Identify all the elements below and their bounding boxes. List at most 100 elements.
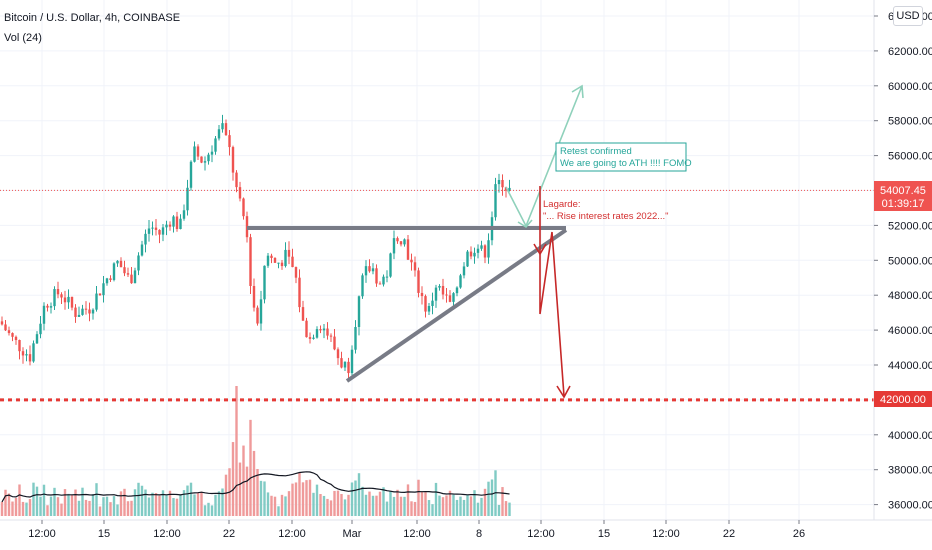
volume-bar	[119, 491, 123, 516]
chart-legend: Bitcoin / U.S. Dollar, 4h, COINBASE Vol …	[4, 8, 180, 48]
volume-bar	[49, 496, 53, 516]
candle	[368, 259, 371, 273]
candle	[434, 284, 438, 308]
candle	[56, 281, 60, 299]
volume-bar	[427, 500, 431, 516]
volume-bar	[340, 494, 343, 516]
volume-bar	[35, 486, 39, 516]
volume-bar	[70, 494, 74, 516]
candle	[392, 230, 396, 260]
volume-bar	[259, 480, 263, 516]
volume-bar	[476, 502, 480, 516]
volume-bar	[214, 494, 217, 516]
bullish-callout[interactable]: Retest confirmed We are going to ATH !!!…	[555, 142, 692, 172]
candle	[354, 320, 357, 354]
volume-ma-line	[1, 471, 510, 503]
candle	[396, 236, 399, 244]
volume-bar	[301, 482, 305, 516]
ascending-trendline[interactable]	[345, 228, 568, 383]
candle	[406, 235, 410, 260]
bearish-arrow[interactable]	[533, 186, 571, 399]
volume-bar	[305, 480, 308, 516]
price-tick-label: 50000.00	[888, 255, 932, 267]
candle	[340, 351, 343, 369]
volume-bar	[280, 494, 284, 516]
volume-bar	[165, 494, 168, 516]
price-tick-label: 60000.00	[888, 81, 932, 93]
candle	[371, 263, 375, 275]
volume-bar	[186, 485, 189, 516]
volume-bar	[168, 490, 172, 516]
volume-bar	[333, 490, 336, 516]
price-scale[interactable]: 64000.0062000.0060000.0058000.0056000.00…	[874, 11, 932, 512]
volume-bar	[431, 504, 434, 516]
volume-bar	[343, 499, 347, 516]
volume-bar	[74, 489, 77, 516]
volume-bar	[140, 485, 144, 516]
bearish-callout[interactable]: Lagarde: "... Rise interest rates 2022..…	[543, 199, 669, 222]
candle	[25, 349, 28, 362]
time-tick-label: 12:00	[527, 528, 555, 540]
volume-bar	[224, 474, 228, 516]
volume-bar	[133, 489, 137, 516]
candle	[315, 326, 319, 339]
candle	[193, 141, 196, 163]
candle	[336, 347, 340, 365]
volume-bar	[11, 501, 14, 516]
volume-bar	[245, 466, 249, 516]
candle	[70, 296, 74, 311]
volume-bar	[389, 491, 392, 516]
candle	[84, 301, 88, 315]
volume-bar	[298, 472, 301, 516]
volume-bar	[7, 493, 11, 516]
candle	[494, 177, 497, 221]
candle	[448, 290, 452, 303]
time-scale[interactable]: 12:00 15 12:00 22 12:00 Mar 12:00 8 12:00 15 12:00…	[28, 520, 805, 540]
candle	[322, 324, 326, 339]
candle	[424, 294, 427, 318]
candle	[259, 290, 263, 331]
volume-bar	[182, 490, 186, 516]
candle	[410, 253, 413, 271]
volume-bar	[319, 494, 322, 516]
currency-button[interactable]: USD	[893, 6, 923, 26]
candle	[329, 333, 333, 342]
volume-bar	[487, 481, 490, 516]
volume-bar	[60, 503, 63, 516]
volume-bar	[357, 473, 361, 516]
candle	[399, 241, 403, 247]
volume-bar	[364, 494, 368, 516]
time-tick-label: 12:00	[403, 528, 431, 540]
volume-bar	[39, 496, 42, 516]
volume-bar	[0, 501, 4, 516]
volume-bar	[392, 496, 396, 516]
candle	[266, 252, 270, 268]
candle	[63, 290, 67, 310]
volume-bar	[378, 491, 382, 516]
candle	[294, 266, 298, 284]
volume-bar	[88, 500, 91, 516]
candle	[186, 179, 189, 216]
volume-bar	[242, 445, 245, 516]
candle	[480, 240, 483, 251]
bullish-arrow[interactable]	[505, 84, 584, 229]
target-price-label: 42000.00	[880, 394, 926, 406]
candle	[224, 119, 228, 136]
volume-bar	[14, 497, 18, 516]
volume-bar	[116, 504, 119, 516]
volume-bar	[158, 495, 161, 516]
candle	[403, 238, 406, 247]
volume-bar	[315, 484, 319, 516]
volume-bar	[25, 502, 28, 516]
candle	[119, 257, 123, 268]
candle	[473, 247, 476, 264]
candle	[364, 260, 368, 283]
volume-bar	[287, 491, 291, 516]
candle	[252, 278, 256, 312]
volume-bar	[448, 490, 452, 516]
candle	[277, 262, 280, 269]
volume-bar	[217, 491, 221, 516]
bullish-callout-line1: Retest confirmed	[560, 146, 632, 157]
candle	[0, 316, 4, 326]
